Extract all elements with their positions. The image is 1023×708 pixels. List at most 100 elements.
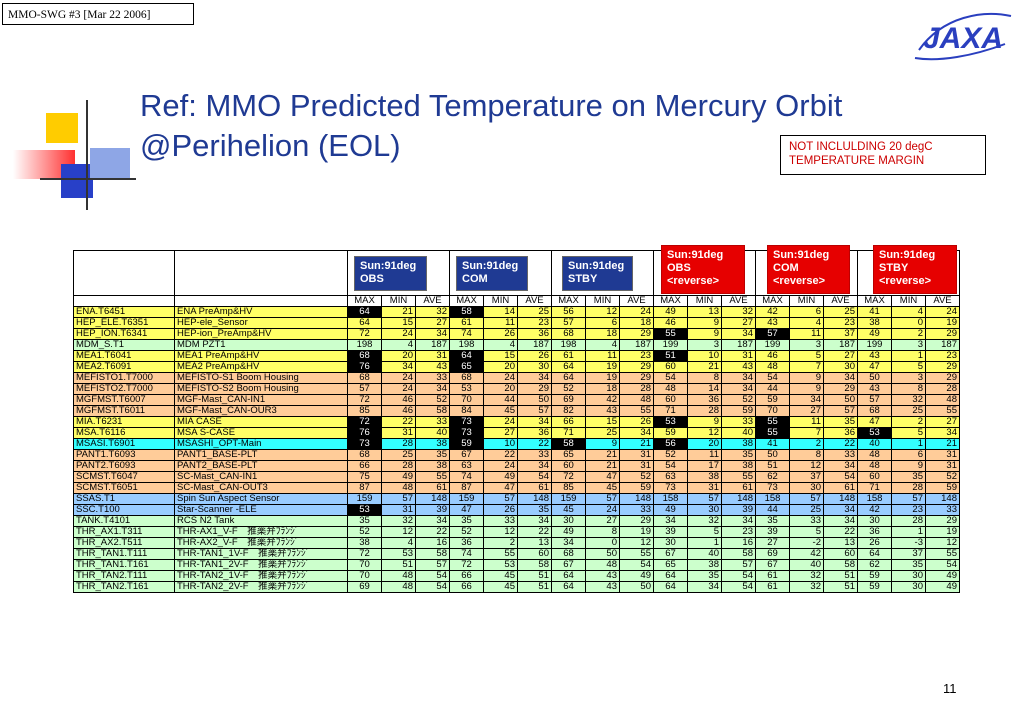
value-cell: 39 (755, 526, 790, 538)
value-cell: 59 (925, 482, 960, 494)
label-obs-rev-line3: <reverse> (667, 275, 719, 287)
value-cell: 11 (789, 416, 824, 428)
value-cell: 54 (653, 372, 688, 384)
value-cell: 61 (551, 350, 586, 362)
value-cell: 28 (381, 438, 416, 450)
value-cell: 34 (415, 383, 450, 395)
value-cell: 71 (551, 427, 586, 439)
value-cell: 46 (381, 405, 416, 417)
value-cell: 53 (483, 559, 518, 571)
value-cell: 37 (823, 328, 858, 340)
decor-blue-square (61, 164, 93, 198)
value-cell: 8 (585, 526, 620, 538)
value-cell: 34 (721, 372, 756, 384)
value-cell: 35 (687, 570, 722, 582)
sensor-name-cell: Spin Sun Aspect Sensor (174, 493, 348, 505)
value-cell: 21 (585, 449, 620, 461)
value-cell: 198 (551, 339, 586, 351)
value-cell: 11 (687, 449, 722, 461)
value-cell: 53 (449, 383, 484, 395)
jaxa-swoosh (914, 13, 1012, 61)
value-cell: 52 (721, 394, 756, 406)
value-cell: 66 (551, 416, 586, 428)
value-cell: 63 (449, 460, 484, 472)
table-row: MSASI.T6901 MSASHI_OPT-Main 73 28 38 59 10 22 58… (73, 438, 960, 450)
value-cell: 43 (415, 361, 450, 373)
value-cell: 32 (891, 394, 926, 406)
value-cell: 45 (585, 482, 620, 494)
value-cell: 15 (381, 317, 416, 329)
subheader-max: MAX (449, 295, 484, 307)
table-row: MGFMST.T6011 MGF-Mast_CAN-OUR3 85 46 58 84 45 5… (73, 405, 960, 417)
sensor-name-cell: MSA S-CASE (174, 427, 348, 439)
value-cell: 24 (619, 306, 654, 318)
value-cell: 59 (449, 438, 484, 450)
value-cell: 55 (925, 405, 960, 417)
value-cell: 48 (925, 394, 960, 406)
value-cell: 61 (755, 581, 790, 593)
value-cell: 38 (347, 537, 382, 549)
sensor-name-cell: THR-AX2_V-F 推薬弁ﾌﾗﾝｼﾞ (174, 537, 348, 549)
label-stby-rev-line1: Sun:91deg (879, 249, 936, 261)
value-cell: 35 (449, 515, 484, 527)
value-cell: 24 (381, 328, 416, 340)
label-com-line2: COM (462, 273, 488, 285)
value-cell: 23 (891, 504, 926, 516)
value-cell: 71 (857, 482, 892, 494)
value-cell: 148 (517, 493, 552, 505)
value-cell: 53 (653, 416, 688, 428)
value-cell: 33 (823, 449, 858, 461)
margin-note: NOT INCLULDING 20 degC TEMPERATURE MARGI… (780, 135, 986, 175)
label-stby: Sun:91deg STBY (562, 256, 633, 291)
value-cell: 46 (755, 350, 790, 362)
value-cell: 74 (449, 548, 484, 560)
value-cell: 50 (823, 394, 858, 406)
value-cell: 30 (653, 537, 688, 549)
value-cell: 51 (517, 570, 552, 582)
value-cell: 26 (857, 537, 892, 549)
value-cell: 34 (721, 328, 756, 340)
value-cell: 27 (585, 515, 620, 527)
value-cell: 67 (755, 559, 790, 571)
note-line-1: NOT INCLULDING 20 degC (789, 141, 933, 153)
value-cell: 49 (619, 570, 654, 582)
value-cell: 24 (483, 416, 518, 428)
value-cell: 76 (347, 427, 382, 439)
value-cell: 57 (789, 493, 824, 505)
value-cell: 28 (687, 405, 722, 417)
value-cell: 61 (755, 570, 790, 582)
value-cell: 198 (449, 339, 484, 351)
value-cell: 43 (585, 581, 620, 593)
jaxa-logo-text: JAXA (923, 22, 1003, 55)
value-cell: 70 (755, 405, 790, 417)
value-cell: 50 (755, 449, 790, 461)
value-cell: 40 (789, 559, 824, 571)
value-cell: 57 (891, 493, 926, 505)
value-cell: 34 (653, 515, 688, 527)
value-cell: 54 (721, 570, 756, 582)
value-cell: 54 (823, 471, 858, 483)
value-cell: 55 (721, 471, 756, 483)
value-cell: 35 (755, 515, 790, 527)
value-cell: 31 (619, 449, 654, 461)
value-cell: 34 (925, 427, 960, 439)
sensor-name-cell: Star-Scanner -ELE (174, 504, 348, 516)
value-cell: 27 (925, 416, 960, 428)
value-cell: 33 (483, 515, 518, 527)
value-cell: 52 (653, 449, 688, 461)
value-cell: 25 (823, 306, 858, 318)
value-cell: 52 (415, 394, 450, 406)
value-cell: 45 (483, 405, 518, 417)
value-cell: 66 (449, 570, 484, 582)
value-cell: 34 (823, 372, 858, 384)
subheader-max: MAX (857, 295, 892, 307)
value-cell: 70 (347, 559, 382, 571)
table-row: THR_AX2.T511 THR-AX2_V-F 推薬弁ﾌﾗﾝｼﾞ 38 4 16 36 2… (73, 537, 960, 549)
value-cell: 27 (483, 427, 518, 439)
label-com-rev-line2: COM (773, 262, 799, 274)
value-cell: 24 (483, 372, 518, 384)
value-cell: 49 (857, 328, 892, 340)
value-cell: 28 (891, 482, 926, 494)
value-cell: 44 (483, 394, 518, 406)
value-cell: 41 (857, 306, 892, 318)
